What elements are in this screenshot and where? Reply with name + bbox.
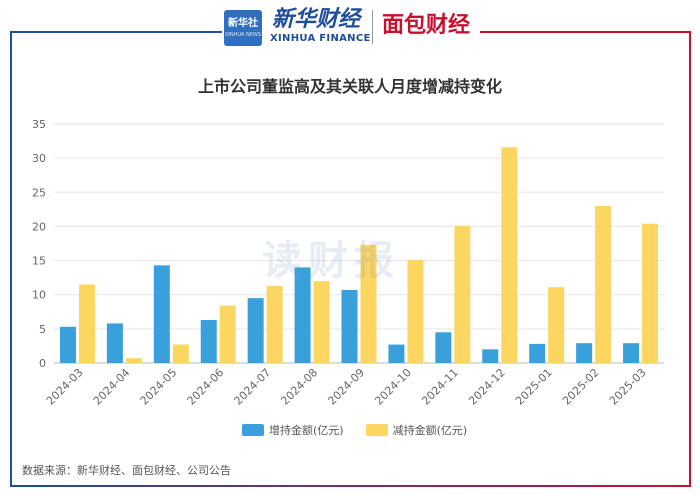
x-tick-label: 2024-04 — [91, 366, 133, 408]
bar-decrease — [313, 281, 330, 363]
x-tick-label: 2024-07 — [232, 366, 274, 408]
bar-increase — [294, 267, 311, 363]
bar-decrease — [642, 223, 659, 363]
logo-divider — [372, 10, 373, 44]
frame-top-left-line — [10, 31, 222, 33]
y-tick-label: 20 — [32, 220, 46, 233]
legend-swatch-increase — [242, 424, 264, 436]
bar-decrease — [172, 344, 189, 363]
bar-decrease — [266, 285, 283, 363]
x-tick-label: 2024-11 — [419, 366, 461, 408]
x-tick-label: 2025-02 — [560, 366, 602, 408]
legend-label-increase: 增持金额(亿元) — [269, 424, 344, 437]
y-tick-label: 30 — [32, 152, 46, 165]
bar-increase — [341, 289, 358, 363]
watermark: 读财报 — [262, 238, 400, 284]
legend-item-decrease[interactable]: 减持金额(亿元) — [365, 422, 468, 438]
y-tick-label: 0 — [39, 357, 46, 370]
frame-bottom-line — [10, 485, 691, 487]
y-tick-label: 25 — [32, 186, 46, 199]
bar-decrease — [501, 147, 518, 363]
y-tick-label: 35 — [32, 118, 46, 131]
frame-left-line — [10, 32, 12, 487]
bar-decrease — [407, 259, 424, 363]
x-tick-label: 2024-08 — [279, 366, 321, 408]
legend-label-decrease: 减持金额(亿元) — [392, 424, 468, 437]
data-source-note: 数据来源：新华财经、面包财经、公司公告 — [22, 464, 231, 477]
y-tick-label: 5 — [39, 323, 46, 336]
bar-increase — [388, 344, 405, 363]
bar-increase — [106, 323, 123, 363]
xinhua-logo-title: 新华社 — [228, 17, 258, 29]
y-tick-label: 10 — [32, 289, 46, 302]
x-tick-label: 2024-05 — [138, 366, 180, 408]
bar-decrease — [595, 205, 612, 363]
bar-increase — [576, 343, 593, 363]
bar-decrease — [548, 287, 565, 363]
bar-increase — [482, 349, 499, 363]
legend-item-increase[interactable]: 增持金额(亿元) — [242, 422, 344, 438]
bar-decrease — [360, 244, 377, 363]
xinhua-logo-subtitle: XINHUA NEWS — [224, 31, 262, 38]
bar-increase — [247, 298, 264, 363]
x-tick-label: 2024-10 — [372, 366, 414, 408]
chart-title: 上市公司董监高及其关联人月度增减持变化 — [197, 77, 502, 96]
frame-top-right-line — [480, 31, 691, 33]
xinhua-finance-logo-text: 新华财经 — [272, 6, 361, 32]
x-tick-label: 2024-09 — [325, 366, 367, 408]
bar-decrease — [454, 225, 471, 363]
bar-decrease — [125, 358, 142, 363]
bar-increase — [435, 332, 452, 363]
xinhua-news-logo: 新华社 XINHUA NEWS — [224, 10, 262, 46]
bar-increase — [200, 319, 217, 363]
header-logos: 新华社 XINHUA NEWS 新华财经 XINHUA FINANCE 面包财经 — [222, 6, 480, 48]
chart-legend: 增持金额(亿元) 减持金额(亿元) — [242, 422, 489, 438]
bar-increase — [529, 343, 546, 363]
bar-increase — [623, 343, 640, 363]
y-tick-label: 15 — [32, 255, 46, 268]
xinhua-finance-english: XINHUA FINANCE — [270, 33, 371, 44]
x-tick-label: 2025-03 — [607, 366, 649, 408]
x-tick-label: 2025-01 — [513, 366, 555, 408]
frame-right-line — [689, 32, 691, 487]
legend-swatch-decrease — [365, 424, 388, 436]
bar-decrease — [78, 284, 95, 363]
bar-increase — [153, 265, 170, 363]
x-tick-label: 2024-12 — [466, 366, 508, 408]
mianbao-finance-logo: 面包财经 — [382, 13, 471, 38]
bar-decrease — [219, 305, 236, 363]
x-tick-label: 2024-06 — [185, 366, 227, 408]
x-tick-label: 2024-03 — [44, 366, 86, 408]
bar-increase — [59, 326, 76, 363]
